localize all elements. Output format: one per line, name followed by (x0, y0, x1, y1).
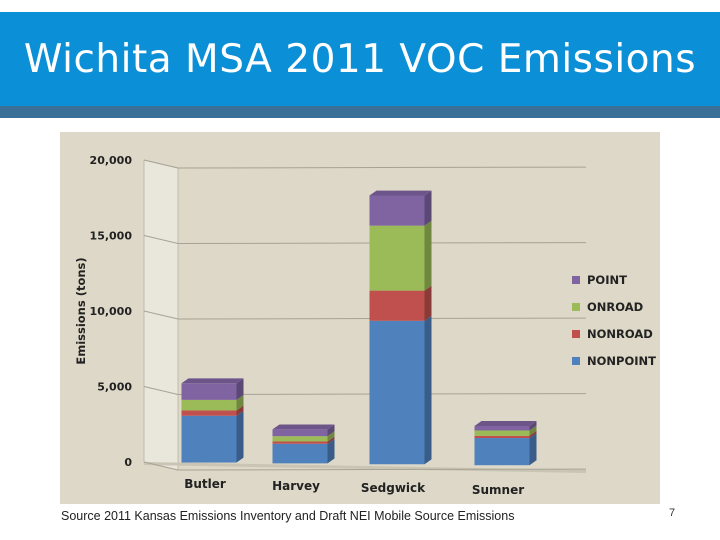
source-note: Source 2011 Kansas Emissions Inventory a… (61, 509, 515, 523)
bar-harvey-nonpoint (272, 443, 328, 464)
y-tick-label: 5,000 (97, 381, 132, 394)
legend-label-nonpoint: NONPOINT (587, 354, 656, 368)
x-tick-label-sedgwick: Sedgwick (361, 481, 426, 495)
bar-sumner-onroad (474, 430, 530, 436)
gridline (143, 461, 587, 471)
bar-sedgwick-nonroad (369, 290, 425, 321)
chart-panel: 0 5,000 10,000 15,000 20,000 Emissions (tons)… (60, 132, 660, 504)
legend-swatch-nonroad (572, 330, 580, 338)
bar-side-butler-onroad (236, 394, 244, 411)
legend-label-point: POINT (587, 273, 627, 287)
gridline (143, 310, 587, 320)
bar-sedgwick-nonpoint (369, 320, 425, 465)
bar-harvey-nonroad (272, 441, 328, 444)
bar-side-sumner-nonroad (529, 430, 537, 439)
bar-side-harvey-nonroad (327, 436, 335, 444)
stacked-bar-chart: 0 5,000 10,000 15,000 20,000 Emissions (tons)… (74, 154, 656, 497)
bar-top-sumner (474, 421, 537, 426)
gridline (143, 235, 587, 245)
legend-label-nonroad: NONROAD (587, 327, 653, 341)
bar-side-sedgwick-onroad (424, 220, 432, 291)
bar-top-butler (181, 378, 244, 384)
bar-butler-onroad (181, 399, 237, 411)
bar-sumner-nonpoint (474, 438, 530, 466)
gridline (143, 159, 587, 169)
title-rule (0, 106, 720, 118)
legend-label-onroad: ONROAD (587, 300, 643, 314)
bar-harvey-point (272, 429, 328, 437)
bar-side-butler-nonpoint (236, 410, 244, 463)
floor (144, 462, 586, 473)
bar-side-sedgwick-point (424, 190, 432, 226)
bar-side-sumner-nonpoint (529, 433, 537, 466)
legend-swatch-point (572, 276, 580, 284)
x-tick-label-sumner: Sumner (472, 483, 524, 497)
bar-harvey-onroad (272, 436, 328, 442)
bar-side-sedgwick-nonroad (424, 285, 432, 321)
bar-butler-nonroad (181, 410, 237, 416)
bar-sedgwick-onroad (369, 225, 425, 291)
page-number: 7 (669, 507, 676, 519)
bar-side-harvey-point (327, 424, 335, 437)
slide-title: Wichita MSA 2011 VOC Emissions (23, 36, 697, 82)
legend-swatch-onroad (572, 303, 580, 311)
y-tick-label: 10,000 (90, 305, 133, 318)
y-tick-label: 20,000 (90, 154, 133, 167)
bar-sedgwick-point (369, 195, 425, 226)
bar-side-butler-nonroad (236, 405, 244, 416)
x-tick-label-harvey: Harvey (272, 479, 320, 493)
y-tick-label: 15,000 (90, 230, 133, 243)
bar-side-sumner-point (529, 421, 537, 431)
bar-butler-nonpoint (181, 415, 237, 463)
bar-side-sedgwick-nonpoint (424, 315, 432, 465)
x-tick-label-butler: Butler (184, 477, 226, 491)
y-tick-label: 0 (124, 456, 132, 469)
bar-side-butler-point (236, 378, 244, 400)
bar-sumner-nonroad (474, 435, 530, 439)
bar-butler-point (181, 383, 237, 400)
bar-sumner-point (474, 425, 530, 431)
bar-top-harvey (272, 424, 335, 430)
bar-side-sumner-onroad (529, 425, 537, 436)
legend-swatch-nonpoint (572, 357, 580, 365)
title-bar: Wichita MSA 2011 VOC Emissions (0, 12, 720, 106)
gridline (143, 386, 587, 396)
bar-side-harvey-onroad (327, 431, 335, 442)
y-axis-title: Emissions (tons) (74, 257, 88, 364)
bar-side-harvey-nonpoint (327, 438, 335, 464)
bar-top-sedgwick (369, 190, 432, 196)
